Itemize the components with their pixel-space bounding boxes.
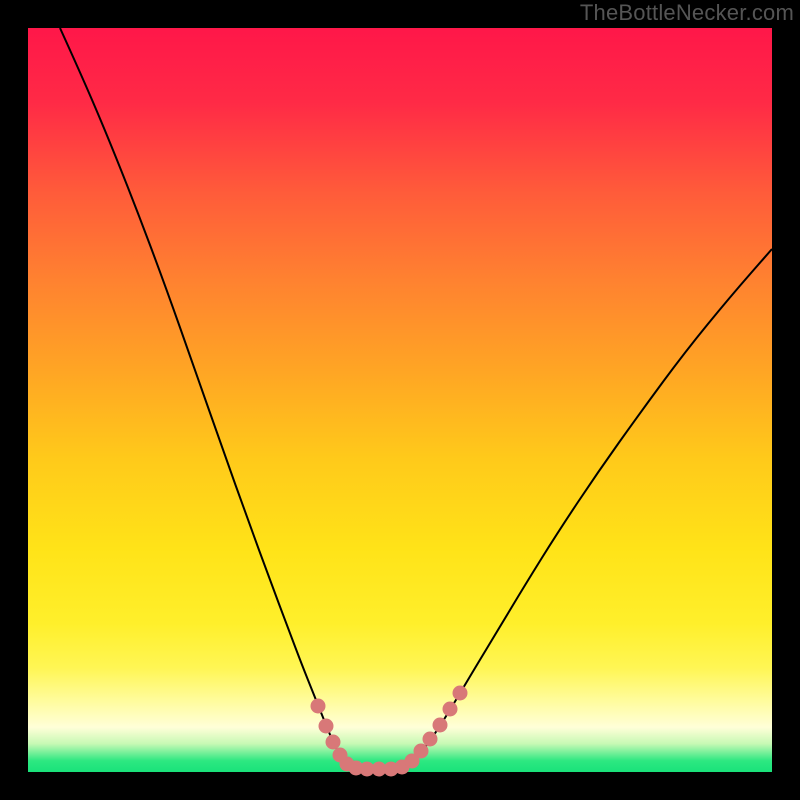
highlight-marker: [326, 735, 341, 750]
highlight-marker: [433, 718, 448, 733]
highlight-marker: [443, 702, 458, 717]
highlight-marker: [453, 686, 468, 701]
watermark-text: TheBottleNecker.com: [580, 0, 794, 26]
highlight-marker: [414, 744, 429, 759]
highlight-marker: [319, 719, 334, 734]
plot-area: [28, 28, 772, 772]
bottleneck-curve-chart: [0, 0, 800, 800]
highlight-marker: [311, 699, 326, 714]
highlight-marker: [423, 732, 438, 747]
chart-container: TheBottleNecker.com: [0, 0, 800, 800]
